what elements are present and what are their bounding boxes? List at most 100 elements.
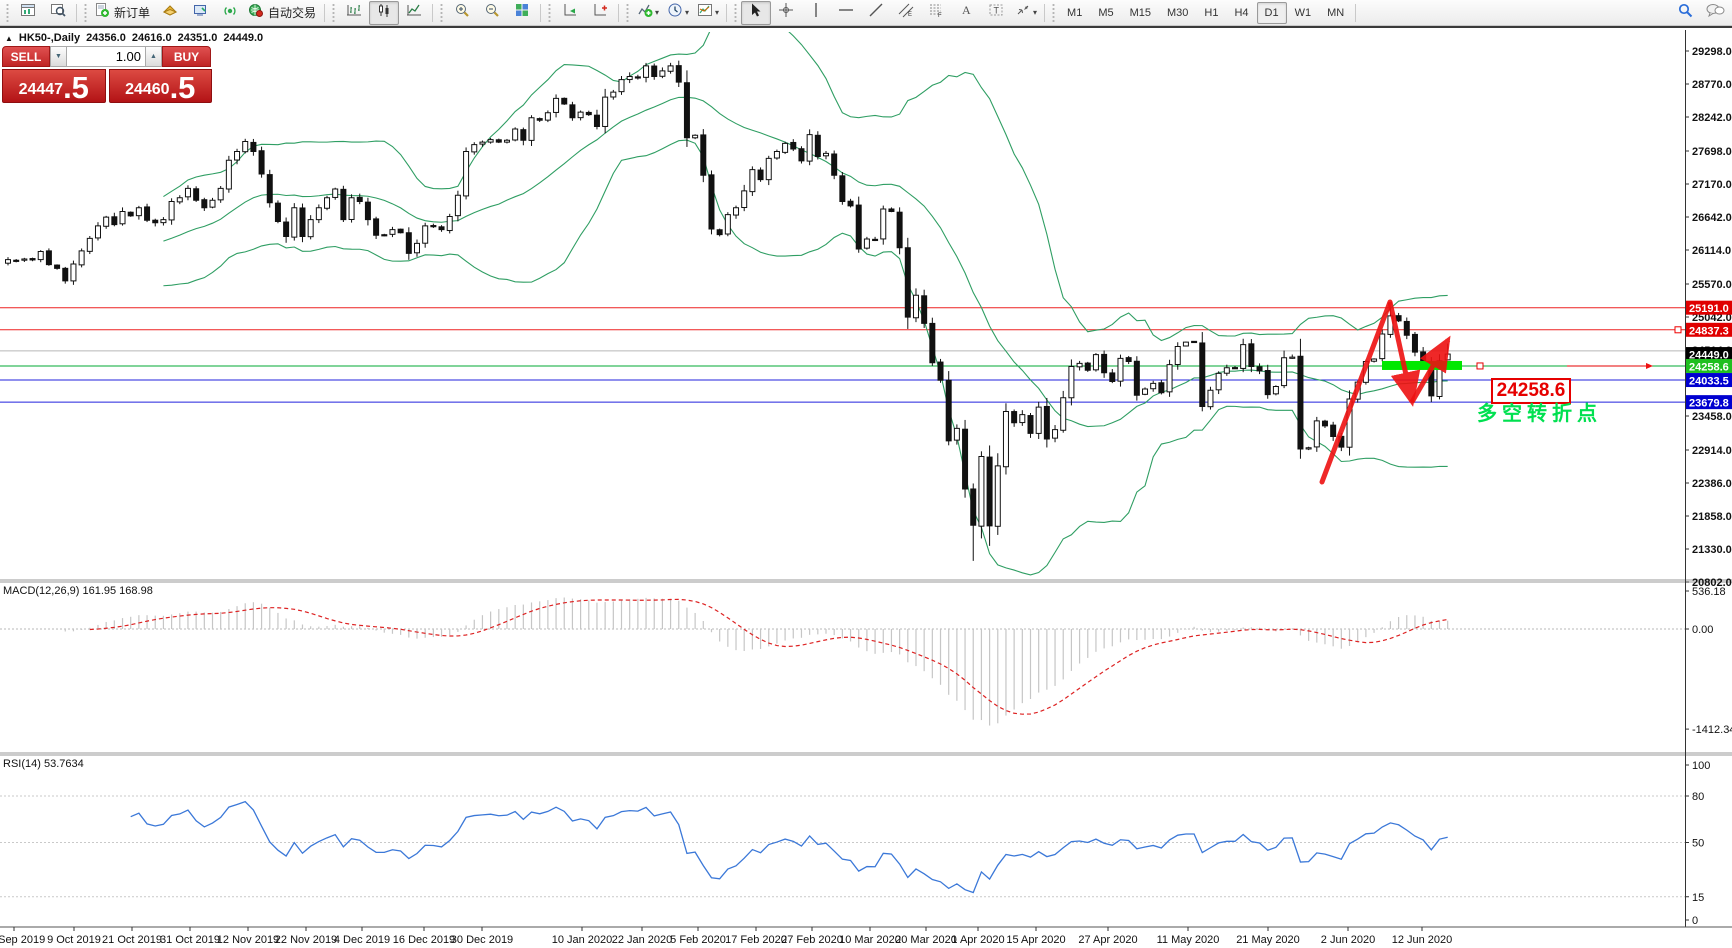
candle[interactable] — [667, 65, 674, 72]
candle[interactable] — [356, 196, 363, 202]
candle[interactable] — [119, 211, 126, 225]
bar-chart-mode-button[interactable] — [339, 1, 369, 25]
candle[interactable] — [708, 174, 715, 230]
timeframe-button-mn[interactable]: MN — [1327, 6, 1345, 19]
candle[interactable] — [618, 79, 625, 93]
candle[interactable] — [340, 188, 347, 221]
candle[interactable] — [675, 65, 682, 83]
line-chart-mode-button[interactable] — [399, 1, 429, 25]
candle[interactable] — [1371, 358, 1378, 362]
candle[interactable] — [814, 134, 821, 158]
buy-button[interactable]: BUY — [162, 46, 211, 67]
candle[interactable] — [872, 238, 879, 242]
candle[interactable] — [994, 465, 1001, 527]
candle[interactable] — [479, 141, 486, 145]
candle[interactable] — [78, 250, 85, 266]
candle[interactable] — [741, 190, 748, 209]
candle[interactable] — [127, 211, 134, 217]
candle[interactable] — [749, 169, 756, 193]
candle[interactable] — [1174, 346, 1181, 365]
turning-point-note[interactable]: 多空转折点 — [1477, 403, 1602, 425]
candle[interactable] — [373, 218, 380, 236]
candle[interactable] — [1084, 362, 1091, 371]
candle[interactable] — [1403, 320, 1410, 336]
candle[interactable] — [274, 202, 281, 222]
sell-price-box[interactable]: 24447 .5 — [2, 69, 106, 103]
timeframe-button-d1[interactable]: D1 — [1256, 1, 1287, 24]
candle[interactable] — [1068, 366, 1075, 399]
candle[interactable] — [381, 234, 388, 237]
candle[interactable] — [1256, 366, 1263, 372]
candle[interactable] — [561, 97, 568, 105]
candle[interactable] — [1158, 382, 1165, 394]
candle[interactable] — [454, 194, 461, 217]
candle[interactable] — [405, 232, 412, 254]
candle[interactable] — [1101, 353, 1108, 374]
candle[interactable] — [1379, 333, 1386, 360]
candle[interactable] — [1289, 356, 1296, 359]
candle[interactable] — [503, 139, 510, 143]
candle[interactable] — [986, 456, 993, 527]
highlight-zone-bar[interactable] — [1382, 360, 1462, 370]
candle[interactable] — [21, 258, 28, 261]
candle[interactable] — [724, 214, 731, 235]
candle[interactable] — [1117, 357, 1124, 382]
candle[interactable] — [414, 242, 420, 254]
candle[interactable] — [602, 96, 609, 127]
candle[interactable] — [512, 128, 519, 141]
candle[interactable] — [1043, 405, 1050, 440]
candle[interactable] — [585, 111, 592, 116]
tile-windows-button[interactable] — [507, 1, 537, 25]
toolbar-grip[interactable] — [331, 3, 337, 22]
candle[interactable] — [1232, 367, 1238, 370]
candle[interactable] — [250, 141, 257, 153]
chart-canvas[interactable]: 29298.0 28770.0 28242.0 27698.0 27170.0 26642… — [0, 28, 1732, 948]
fibonacci-tool-button[interactable]: F — [921, 1, 951, 25]
candle[interactable] — [266, 174, 273, 204]
candle[interactable] — [1207, 389, 1214, 408]
expand-triangle-icon[interactable]: ▲ — [5, 33, 13, 43]
channel-tool-button[interactable]: E — [891, 1, 921, 25]
candle[interactable] — [37, 251, 44, 261]
candle[interactable] — [544, 112, 551, 121]
candle[interactable] — [921, 295, 928, 324]
candle[interactable] — [1142, 388, 1149, 395]
candle[interactable] — [1133, 360, 1140, 396]
candle[interactable] — [397, 228, 404, 234]
candle[interactable] — [839, 175, 846, 203]
candle[interactable] — [389, 229, 396, 235]
candle[interactable] — [651, 65, 658, 78]
candle[interactable] — [978, 456, 985, 527]
candle[interactable] — [773, 151, 780, 159]
hline-endpoint-marker[interactable] — [1674, 326, 1682, 334]
candle[interactable] — [168, 201, 175, 221]
candle[interactable] — [1444, 353, 1451, 361]
profiles-button[interactable] — [43, 1, 73, 25]
candle[interactable] — [332, 188, 339, 198]
candle[interactable] — [888, 208, 895, 213]
candle[interactable] — [111, 216, 118, 226]
candle[interactable] — [201, 199, 208, 209]
candle[interactable] — [152, 219, 159, 224]
candle[interactable] — [553, 97, 560, 113]
candle[interactable] — [86, 237, 93, 252]
candle[interactable] — [847, 200, 854, 207]
candle[interactable] — [1076, 362, 1083, 368]
indicators-button[interactable]: ▾ — [633, 1, 663, 25]
chart-shift-button[interactable] — [585, 1, 615, 25]
periods-button[interactable]: ▾ — [663, 1, 693, 25]
candle[interactable] — [209, 199, 216, 208]
templates-button[interactable]: ▾ — [693, 1, 723, 25]
candle[interactable] — [782, 142, 789, 153]
candle[interactable] — [1002, 411, 1009, 468]
candle[interactable] — [1215, 372, 1222, 391]
sell-button[interactable]: SELL — [2, 46, 50, 67]
candle[interactable] — [291, 207, 298, 238]
timeframe-button-w1[interactable]: W1 — [1294, 6, 1312, 19]
candle[interactable] — [1313, 420, 1320, 448]
candle[interactable] — [1166, 364, 1173, 393]
candle[interactable] — [683, 82, 690, 139]
candle[interactable] — [463, 151, 470, 197]
zoom-in-button[interactable] — [447, 1, 477, 25]
candle[interactable] — [1395, 315, 1402, 322]
